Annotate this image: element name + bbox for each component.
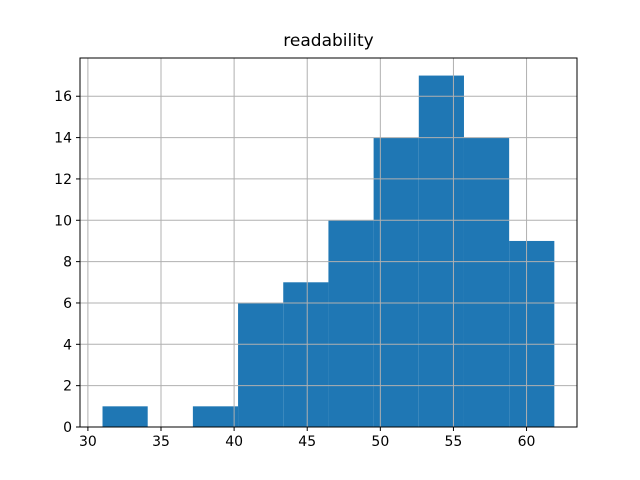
y-tick-label: 14 — [54, 131, 72, 147]
histogram-bar — [463, 137, 510, 427]
histogram-bar — [418, 75, 464, 428]
y-tick-label: 4 — [63, 337, 72, 353]
histogram-bar — [328, 220, 374, 427]
histogram-bar — [192, 406, 239, 427]
histogram-bar — [373, 137, 419, 427]
y-tick-label: 0 — [63, 420, 72, 436]
y-tick-label: 12 — [54, 172, 72, 188]
x-tick-label: 55 — [445, 434, 463, 450]
histogram-bar — [283, 282, 329, 427]
histogram-bar — [102, 406, 148, 427]
x-tick-label: 45 — [298, 434, 316, 450]
y-tick-label: 6 — [63, 296, 72, 312]
x-tick-label: 35 — [152, 434, 170, 450]
y-tick-label: 8 — [63, 255, 72, 271]
x-tick-label: 30 — [79, 434, 97, 450]
x-tick-label: 40 — [225, 434, 243, 450]
x-tick-label: 50 — [371, 434, 389, 450]
y-tick-label: 16 — [54, 89, 72, 105]
histogram-bar — [509, 240, 555, 427]
histogram-bar — [238, 302, 284, 427]
y-tick-label: 10 — [54, 213, 72, 229]
y-tick-label: 2 — [63, 379, 72, 395]
x-tick-label: 60 — [518, 434, 536, 450]
axes-spines — [79, 57, 578, 428]
